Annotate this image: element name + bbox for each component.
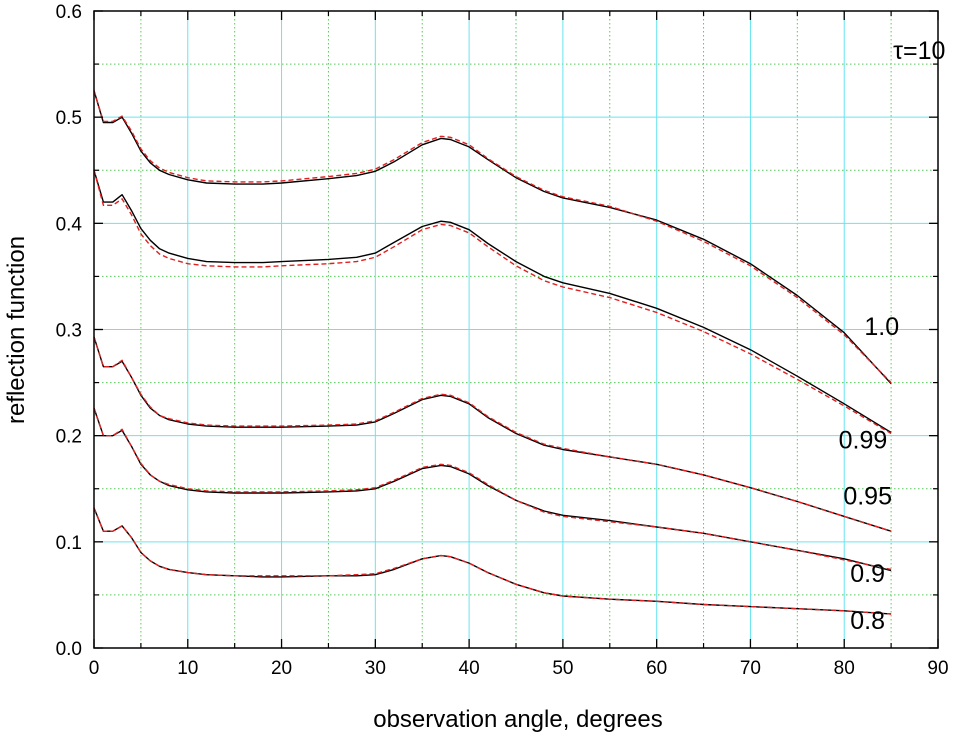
series-line-4-dashed — [94, 170, 891, 433]
y-tick-label: 0.1 — [56, 533, 82, 554]
x-tick-label: 30 — [365, 658, 386, 679]
y-tick-label: 0.5 — [56, 108, 82, 129]
x-tick-label: 90 — [927, 658, 948, 679]
x-tick-label: 60 — [646, 658, 667, 679]
curve-label: 0.95 — [843, 483, 892, 511]
series-line-9-solid — [94, 508, 891, 614]
curve-label: 0.99 — [839, 426, 888, 454]
tau-annotation: τ=10 — [893, 37, 945, 65]
y-tick-label: 0.2 — [56, 427, 82, 448]
x-tick-label: 50 — [552, 658, 573, 679]
x-axis-title: observation angle, degrees — [373, 706, 663, 733]
series-line-1-solid — [94, 91, 891, 384]
annotations: τ=10 1.0 0.99 0.95 0.9 0.8 — [839, 37, 946, 635]
curve-label: 0.8 — [850, 607, 885, 635]
x-tick-label: 70 — [740, 658, 761, 679]
x-tick-label: 20 — [271, 658, 292, 679]
series-lines — [94, 91, 891, 614]
y-tick-label: 0.4 — [56, 214, 83, 235]
x-tick-label: 40 — [459, 658, 480, 679]
tick-labels: 0 10 20 30 40 50 60 70 80 90 0.0 0.1 0.2 0.3 0.4 0.5 0.6 — [56, 2, 949, 679]
curve-label: 1.0 — [864, 313, 899, 341]
y-tick-label: 0.6 — [56, 2, 82, 23]
y-axis-title: reflection function — [3, 236, 30, 424]
x-tick-label: 0 — [89, 658, 100, 679]
y-tick-label: 0.3 — [56, 321, 82, 342]
y-tick-label: 0.0 — [56, 639, 82, 660]
series-line-10-dashed — [94, 508, 891, 614]
series-line-2-dashed — [94, 91, 891, 383]
x-tick-label: 80 — [834, 658, 855, 679]
curve-label: 0.9 — [850, 560, 885, 588]
x-tick-label: 10 — [177, 658, 198, 679]
series-line-3-solid — [94, 170, 891, 432]
